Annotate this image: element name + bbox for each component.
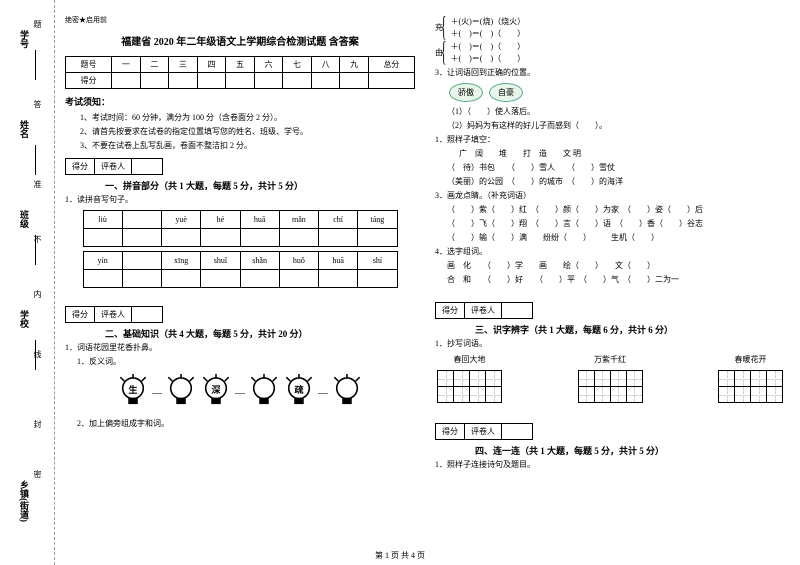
q: 1．照样子填空： [435, 134, 785, 146]
label-xiangzhen: 乡镇(街道) [18, 480, 31, 522]
copy-grids: 春回大地 万紫千红 春暖花开 [435, 352, 785, 405]
mark: 准 [32, 180, 43, 188]
tianzige[interactable] [437, 370, 502, 403]
pinyin-table-1: liù yuèhé huāmǎn chítáng [83, 210, 398, 247]
vline [35, 145, 36, 175]
section2-title: 二、基础知识（共 4 大题，每题 5 分，共计 20 分） [105, 327, 415, 340]
dash: — [152, 388, 162, 399]
bulb-icon[interactable] [165, 374, 197, 412]
bulb-icon[interactable] [248, 374, 280, 412]
mark: 封 [32, 420, 43, 428]
bulb-icon: 深 [200, 374, 232, 412]
q: 3．让词语回到正确的位置。 [435, 67, 785, 79]
bulb-icon: 生 [117, 374, 149, 412]
q: （ ）紫（ ）红 （ ）颜（ ）为家 （ ）姿（ ）后 [447, 204, 785, 216]
bulb-icon: 疏 [283, 374, 315, 412]
bulb-row: 生 — 深 — 疏 — [65, 374, 415, 412]
dash: — [318, 388, 328, 399]
th: 二 [140, 57, 169, 73]
rules-heading: 考试须知： [65, 95, 415, 108]
section3-title: 三、识字辨字（共 1 大题，每题 6 分，共计 6 分） [475, 323, 785, 336]
th: 七 [283, 57, 312, 73]
th: 总分 [368, 57, 414, 73]
bulb-icon[interactable] [331, 374, 363, 412]
right-column: 充 { ＋(火)＝(烧)（烧火） ＋( )＝( )（ ） 由 { ＋( )＝( … [435, 15, 785, 473]
sb-a: 得分 [66, 159, 95, 174]
q: 1．反义词。 [77, 356, 415, 368]
scorebox: 得分 评卷人 [65, 306, 163, 323]
q: （ ）输（ ）满 纷纷（ ） 生机（ ） [447, 232, 785, 244]
rule: 3、不要在试卷上乱写乱画，卷面不整洁扣 2 分。 [80, 140, 415, 151]
th: 一 [112, 57, 141, 73]
rule: 1、考试时间：60 分钟，满分为 100 分（含卷面分 2 分）。 [80, 112, 415, 123]
q: 2．加上偏旁组成字和词。 [77, 418, 415, 430]
vline [35, 50, 36, 80]
q: （ 待）书包 （ ）雪人 （ ）雪仗 [447, 162, 785, 174]
sb-blank[interactable] [132, 159, 162, 174]
q: 1．词语花园里花香扑鼻。 [65, 342, 415, 354]
dash: — [235, 388, 245, 399]
brace-eq-1: 充 { ＋(火)＝(烧)（烧火） ＋( )＝( )（ ） [435, 15, 785, 40]
mark: 线 [32, 350, 43, 358]
secret-label: 绝密★启用前 [65, 15, 415, 25]
binding-sidebar: 学号 姓名 班级 学校 乡镇(街道) 题 答 准 不 内 线 封 密 [0, 0, 55, 565]
scorebox: 得分 评卷人 [435, 423, 533, 440]
q: 广 阔 堆 打 造 文 明 [459, 148, 785, 160]
sb-b: 评卷人 [95, 159, 132, 174]
page-footer: 第 1 页 共 4 页 [0, 550, 800, 561]
q: （ ）飞（ ）翔 （ ）言（ ）语 （ ）香（ ）谷志 [447, 218, 785, 230]
q: （2）妈妈为有这样的好儿子而感到（ ）。 [447, 120, 785, 132]
scorebox: 得分 评卷人 [435, 302, 533, 319]
q: 1．照样子连接诗句及题目。 [435, 459, 785, 471]
q: 3．画龙点睛。（补充词语） [435, 190, 785, 202]
mark: 题 [32, 20, 43, 28]
q: 4．选字组词。 [435, 246, 785, 258]
word: 春回大地 [435, 354, 504, 366]
rules-list: 1、考试时间：60 分钟，满分为 100 分（含卷面分 2 分）。 2、请首先按… [65, 112, 415, 151]
page-content: 绝密★启用前 福建省 2020 年二年级语文上学期综合检测试题 含答案 题号 一… [60, 0, 800, 478]
th: 八 [311, 57, 340, 73]
label-banji: 班级 [18, 210, 31, 228]
pinyin-table-2: yín xīngshuǐ shǎnhuǒ huāshí [83, 251, 398, 288]
mark: 答 [32, 100, 43, 108]
th: 三 [169, 57, 198, 73]
label-xuexiao: 学校 [18, 310, 31, 328]
word-bubble: 骄傲 [449, 83, 483, 102]
q: （美丽）的公园 （ ）的城市 （ ）的海洋 [447, 176, 785, 188]
q: 合 和 （ ）好 （ ）平 （ ）气 （ ）二为一 [447, 274, 785, 286]
q1-sub: 1．读拼音写句子。 [65, 194, 415, 206]
th: 四 [197, 57, 226, 73]
word: 春暖花开 [716, 354, 785, 366]
section1-title: 一、拼音部分（共 1 大题，每题 5 分，共计 5 分） [105, 179, 415, 192]
mark: 不 [32, 235, 43, 243]
th: 五 [226, 57, 255, 73]
rule: 2、请首先按要求在试卷的指定位置填写您的姓名、班级、学号。 [80, 126, 415, 137]
q: 画 化 （ ）学 画 绘（ ） 文（ ） [447, 260, 785, 272]
word-bubble: 自豪 [489, 83, 523, 102]
q: （1）（ ）使人落后。 [447, 106, 785, 118]
th: 题号 [66, 57, 112, 73]
brace-icon: { [441, 45, 446, 61]
mark: 密 [32, 470, 43, 478]
q: 1．抄写词语。 [435, 338, 785, 350]
th: 九 [340, 57, 369, 73]
label-xingming: 姓名 [18, 120, 31, 138]
th: 六 [254, 57, 283, 73]
section4-title: 四、连一连（共 1 大题，每题 5 分，共计 5 分） [475, 444, 785, 457]
left-column: 绝密★启用前 福建省 2020 年二年级语文上学期综合检测试题 含答案 题号 一… [65, 15, 415, 473]
exam-title: 福建省 2020 年二年级语文上学期综合检测试题 含答案 [65, 33, 415, 48]
mark: 内 [32, 290, 43, 298]
brace-eq-2: 由 { ＋( )＝( )（ ） ＋( )＝( )（ ） [435, 40, 785, 65]
scorebox: 得分 评卷人 [65, 158, 163, 175]
tianzige[interactable] [578, 370, 643, 403]
word: 万紫千红 [576, 354, 645, 366]
td: 得分 [66, 73, 112, 89]
score-table: 题号 一 二 三 四 五 六 七 八 九 总分 得分 [65, 56, 415, 89]
brace-icon: { [441, 20, 446, 36]
label-xuehao: 学号 [18, 30, 31, 48]
tianzige[interactable] [718, 370, 783, 403]
